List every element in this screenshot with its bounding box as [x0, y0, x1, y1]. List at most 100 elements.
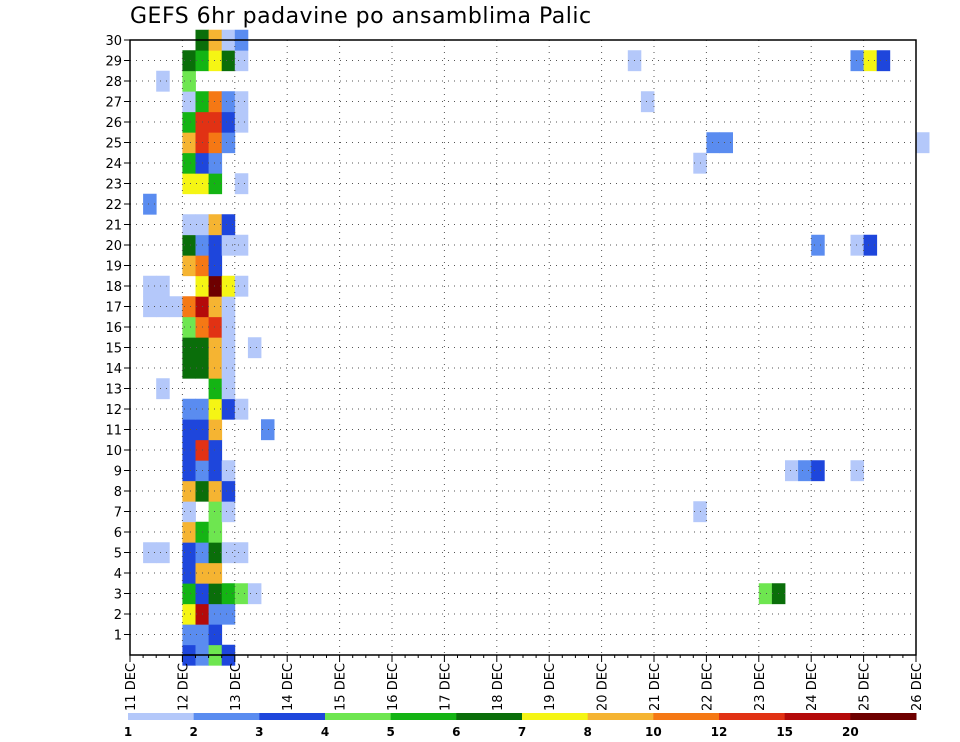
heatmap-cell: [182, 234, 196, 256]
y-tick-label: 14: [105, 362, 122, 377]
x-tick-label: 11 DEC: [124, 663, 139, 711]
colorbar-swatch: [325, 713, 392, 720]
heatmap-cell: [208, 214, 223, 236]
colorbar-label: 2: [189, 725, 197, 739]
colorbar-label: 5: [386, 725, 394, 739]
colorbar-label: 3: [255, 725, 263, 739]
heatmap-cell: [208, 357, 223, 379]
heatmap-cell: [208, 501, 223, 523]
heatmap-cell: [221, 501, 236, 523]
y-tick-label: 9: [114, 465, 122, 480]
heatmap-cell: [208, 132, 223, 154]
x-tick-label: 12 DEC: [176, 663, 191, 711]
heatmap-cell: [182, 316, 196, 338]
heatmap-cell: [221, 132, 236, 154]
heatmap-cell: [182, 50, 196, 72]
heatmap-cell: [182, 214, 196, 236]
heatmap-cell: [182, 562, 196, 584]
heatmap-cell: [208, 624, 223, 646]
colorbar-swatch: [259, 713, 326, 720]
x-tick-label: 18 DEC: [491, 663, 506, 711]
heatmap-cell: [143, 275, 157, 297]
heatmap-cell: [261, 419, 275, 441]
heatmap-cell: [221, 50, 236, 72]
heatmap-cell: [143, 193, 157, 215]
y-tick-label: 13: [105, 383, 122, 398]
heatmap-cell: [234, 583, 249, 605]
y-tick-label: 7: [114, 506, 122, 521]
heatmap-cell: [208, 378, 223, 400]
heatmap-cell: [234, 111, 249, 133]
y-tick-label: 23: [105, 178, 122, 193]
y-tick-label: 30: [105, 34, 122, 49]
heatmap-cell: [850, 460, 864, 482]
y-tick-label: 8: [114, 485, 122, 500]
heatmap-cell: [208, 583, 223, 605]
heatmap-cell: [182, 398, 196, 420]
heatmap-cell: [182, 337, 196, 359]
heatmap-cell: [798, 460, 812, 482]
colorbar-label: 12: [711, 725, 728, 739]
colorbar-swatch: [128, 713, 195, 720]
y-tick-label: 3: [114, 588, 122, 603]
y-tick-label: 25: [105, 137, 122, 152]
colorbar-swatch: [653, 713, 720, 720]
heatmap-cell: [182, 111, 196, 133]
heatmap-cell: [916, 132, 930, 154]
y-tick-label: 10: [105, 444, 122, 459]
x-tick-label: 25 DEC: [858, 663, 873, 711]
heatmap-cell: [208, 296, 223, 318]
heatmap-cell: [182, 603, 196, 625]
y-tick-label: 4: [114, 567, 122, 582]
heatmap-cell: [208, 50, 223, 72]
heatmap-cell: [876, 50, 891, 72]
y-tick-label: 19: [105, 260, 122, 275]
x-tick-label: 23 DEC: [753, 663, 768, 711]
x-tick-label: 26 DEC: [910, 663, 925, 711]
heatmap-cell: [221, 234, 236, 256]
heatmap-cell: [208, 542, 223, 564]
x-tick-label: 17 DEC: [438, 663, 453, 711]
heatmap-cell: [221, 357, 236, 379]
heatmap-cell: [234, 275, 249, 297]
heatmap-cell: [208, 480, 223, 502]
colorbar-swatch: [456, 713, 523, 720]
heatmap-cell: [221, 378, 236, 400]
heatmap-cell: [182, 132, 196, 154]
x-tick-label: 14 DEC: [281, 663, 296, 711]
x-tick-label: 19 DEC: [543, 663, 558, 711]
y-tick-label: 11: [105, 424, 122, 439]
y-tick-label: 20: [105, 239, 122, 254]
heatmap-cell: [156, 275, 170, 297]
y-tick-label: 16: [105, 321, 122, 336]
x-tick-label: 15 DEC: [334, 663, 349, 711]
colorbar-label: 6: [452, 725, 460, 739]
heatmap-cell: [208, 603, 223, 625]
y-tick-label: 18: [105, 280, 122, 295]
heatmap-cell: [169, 296, 183, 318]
x-tick-label: 20 DEC: [596, 663, 611, 711]
heatmap-cell: [850, 50, 864, 72]
heatmap-cell: [221, 603, 236, 625]
heatmap-cell: [143, 296, 157, 318]
y-tick-label: 29: [105, 55, 122, 70]
heatmap-cell: [247, 337, 262, 359]
heatmap-cell: [208, 91, 223, 113]
colorbar-swatch: [587, 713, 654, 720]
heatmap-cell: [850, 234, 864, 256]
heatmap-cell: [156, 296, 170, 318]
heatmap-cell: [221, 91, 236, 113]
heatmap-cell: [182, 152, 196, 174]
heatmap-cell: [182, 91, 196, 113]
heatmap-cell: [156, 70, 170, 92]
x-tick-label: 16 DEC: [386, 663, 401, 711]
y-tick-label: 5: [114, 547, 122, 562]
heatmap-cell: [758, 583, 773, 605]
heatmap-cell: [208, 234, 223, 256]
colorbar-swatch: [390, 713, 457, 720]
heatmap-cell: [221, 275, 236, 297]
heatmap-cell: [719, 132, 733, 154]
y-tick-label: 17: [105, 301, 122, 316]
heatmap-cell: [182, 296, 196, 318]
